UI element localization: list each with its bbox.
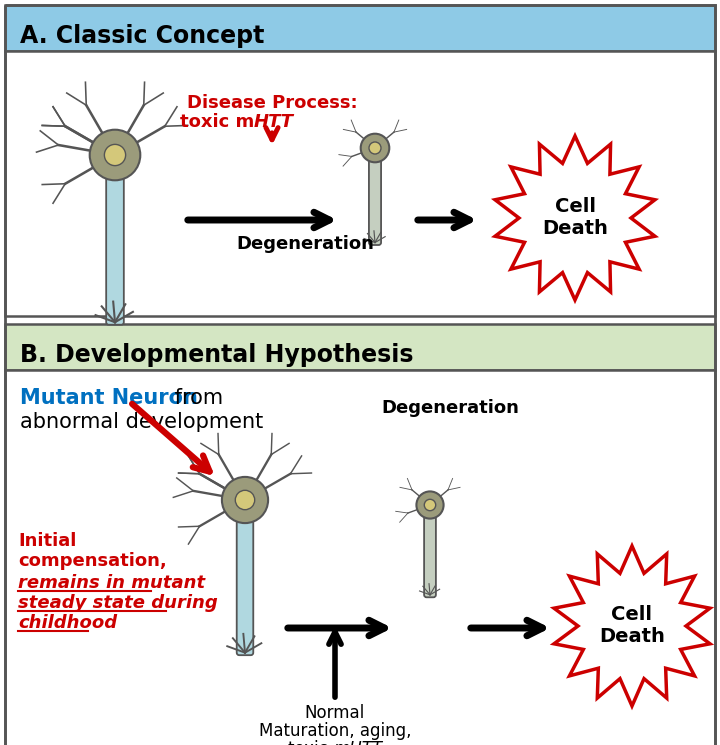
FancyBboxPatch shape: [5, 51, 715, 316]
Text: Normal: Normal: [305, 704, 365, 722]
Text: Degeneration: Degeneration: [236, 235, 374, 253]
Text: Degeneration: Degeneration: [381, 399, 519, 417]
Text: compensation,: compensation,: [18, 552, 167, 570]
FancyBboxPatch shape: [5, 370, 715, 745]
FancyBboxPatch shape: [424, 512, 436, 597]
Text: B. Developmental Hypothesis: B. Developmental Hypothesis: [20, 343, 413, 367]
Text: abnormal development: abnormal development: [20, 412, 264, 432]
Text: from: from: [168, 388, 223, 408]
Text: Initial: Initial: [18, 532, 76, 550]
Circle shape: [104, 145, 125, 165]
Polygon shape: [495, 136, 655, 300]
Polygon shape: [554, 546, 710, 706]
Text: HTT: HTT: [254, 113, 294, 131]
FancyBboxPatch shape: [106, 170, 124, 325]
FancyBboxPatch shape: [5, 324, 715, 370]
Text: mHTT: mHTT: [333, 740, 382, 745]
FancyBboxPatch shape: [369, 156, 381, 245]
Circle shape: [424, 499, 436, 511]
FancyBboxPatch shape: [5, 5, 715, 51]
Text: toxic m: toxic m: [180, 113, 254, 131]
Circle shape: [369, 142, 381, 154]
Text: Disease Process:: Disease Process:: [186, 94, 357, 112]
Text: remains in mutant: remains in mutant: [18, 574, 205, 592]
Text: Cell
Death: Cell Death: [542, 197, 608, 238]
Circle shape: [222, 477, 268, 523]
Text: steady state during: steady state during: [18, 594, 217, 612]
Text: toxic: toxic: [288, 740, 333, 745]
Circle shape: [416, 492, 444, 519]
Text: Maturation, aging,: Maturation, aging,: [258, 722, 411, 740]
FancyBboxPatch shape: [237, 513, 253, 655]
Circle shape: [235, 490, 255, 510]
Circle shape: [361, 133, 390, 162]
Text: Cell
Death: Cell Death: [599, 606, 665, 647]
Text: childhood: childhood: [18, 614, 117, 632]
Circle shape: [90, 130, 140, 180]
Text: A. Classic Concept: A. Classic Concept: [20, 24, 264, 48]
Text: Mutant Neuron: Mutant Neuron: [20, 388, 198, 408]
